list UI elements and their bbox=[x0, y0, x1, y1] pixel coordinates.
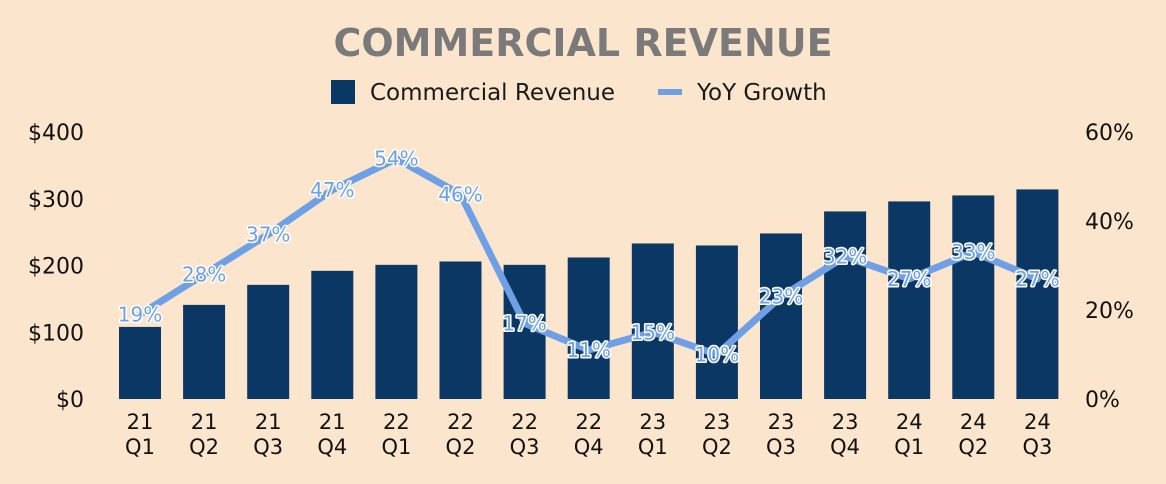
revenue-bars bbox=[119, 189, 1059, 399]
right-tick-label: 40% bbox=[1085, 210, 1134, 235]
revenue-bar bbox=[888, 201, 931, 399]
revenue-bar bbox=[375, 264, 418, 399]
legend-swatch-revenue bbox=[331, 80, 355, 104]
yoy-growth-data-label: 37% bbox=[246, 222, 290, 246]
right-tick-label: 20% bbox=[1085, 299, 1134, 324]
x-tick-label-quarter: Q3 bbox=[510, 435, 540, 459]
revenue-bar bbox=[247, 284, 290, 399]
right-tick-label: 60% bbox=[1085, 121, 1134, 146]
x-tick-label-quarter: Q3 bbox=[766, 435, 796, 459]
left-axis: $0 $100 $200 $300 $400 bbox=[28, 121, 84, 413]
yoy-growth-data-label: 33% bbox=[951, 240, 995, 264]
x-tick-label-quarter: Q4 bbox=[574, 435, 604, 459]
x-tick-label-year: 21 bbox=[127, 410, 154, 434]
yoy-growth-data-label: 46% bbox=[438, 182, 482, 206]
yoy-growth-data-label: 15% bbox=[631, 320, 675, 344]
yoy-growth-series-line bbox=[136, 155, 1041, 358]
x-tick-label-quarter: Q2 bbox=[702, 435, 732, 459]
x-tick-label-year: 23 bbox=[704, 410, 731, 434]
revenue-bar bbox=[631, 243, 674, 399]
revenue-bar bbox=[567, 257, 610, 399]
revenue-bar bbox=[183, 304, 226, 399]
legend-label-yoy-growth: YoY Growth bbox=[696, 80, 827, 106]
x-tick-label-quarter: Q1 bbox=[381, 435, 411, 459]
x-tick-label-quarter: Q1 bbox=[894, 435, 924, 459]
left-tick-label: $100 bbox=[28, 321, 84, 346]
yoy-growth-data-label: 17% bbox=[502, 311, 546, 335]
yoy-growth-data-label: 28% bbox=[182, 262, 226, 286]
x-tick-label-quarter: Q4 bbox=[830, 435, 860, 459]
yoy-growth-data-label: 32% bbox=[823, 245, 867, 269]
revenue-bar bbox=[695, 245, 738, 399]
x-tick-label-year: 24 bbox=[896, 410, 923, 434]
yoy-growth-data-label: 19% bbox=[118, 302, 162, 326]
x-tick-label-year: 24 bbox=[1024, 410, 1051, 434]
revenue-bar bbox=[119, 326, 161, 399]
x-tick-label-year: 21 bbox=[255, 410, 282, 434]
right-axis: 0% 20% 40% 60% bbox=[1085, 121, 1134, 413]
x-tick-label-quarter: Q2 bbox=[189, 435, 219, 459]
yoy-growth-data-label: 27% bbox=[887, 267, 931, 291]
yoy-growth-line bbox=[136, 155, 1041, 358]
chart-legend: Commercial Revenue YoY Growth bbox=[331, 80, 827, 106]
x-tick-label-year: 22 bbox=[447, 410, 474, 434]
x-tick-label-year: 24 bbox=[960, 410, 987, 434]
x-tick-label-year: 23 bbox=[832, 410, 859, 434]
left-tick-label: $400 bbox=[28, 121, 84, 146]
yoy-growth-data-label: 10% bbox=[695, 343, 739, 367]
x-tick-label-year: 22 bbox=[511, 410, 538, 434]
x-tick-label-quarter: Q1 bbox=[638, 435, 668, 459]
revenue-bar bbox=[952, 195, 995, 399]
left-tick-label: $300 bbox=[28, 188, 84, 213]
revenue-bar bbox=[439, 261, 482, 399]
x-tick-label-year: 21 bbox=[191, 410, 218, 434]
revenue-bar bbox=[311, 270, 354, 399]
x-tick-label-quarter: Q2 bbox=[446, 435, 476, 459]
x-tick-label-year: 23 bbox=[639, 410, 666, 434]
yoy-growth-data-label: 27% bbox=[1015, 267, 1059, 291]
x-tick-label-year: 21 bbox=[319, 410, 346, 434]
yoy-growth-data-label: 54% bbox=[374, 147, 418, 171]
x-axis: 21Q121Q221Q321Q422Q122Q222Q322Q423Q123Q2… bbox=[125, 410, 1052, 459]
left-tick-label: $200 bbox=[28, 255, 84, 280]
x-tick-label-quarter: Q1 bbox=[125, 435, 155, 459]
legend-swatch-yoy-growth bbox=[658, 89, 682, 95]
x-tick-label-quarter: Q4 bbox=[317, 435, 347, 459]
left-tick-label: $0 bbox=[56, 388, 84, 413]
x-tick-label-quarter: Q3 bbox=[1022, 435, 1052, 459]
x-tick-label-year: 22 bbox=[383, 410, 410, 434]
yoy-growth-data-label: 11% bbox=[566, 338, 610, 362]
chart-title: COMMERCIAL REVENUE bbox=[333, 21, 832, 65]
revenue-bar bbox=[760, 233, 802, 399]
x-tick-label-year: 22 bbox=[575, 410, 602, 434]
yoy-growth-data-label: 47% bbox=[310, 178, 354, 202]
yoy-growth-data-label: 23% bbox=[759, 285, 803, 309]
revenue-bar bbox=[824, 211, 867, 399]
x-tick-label-year: 23 bbox=[768, 410, 795, 434]
revenue-bar bbox=[1016, 189, 1059, 399]
x-tick-label-quarter: Q2 bbox=[958, 435, 988, 459]
legend-label-revenue: Commercial Revenue bbox=[370, 80, 615, 106]
x-tick-label-quarter: Q3 bbox=[253, 435, 283, 459]
right-tick-label: 0% bbox=[1085, 388, 1120, 413]
yoy-growth-labels: 19% 28% 37% 47% 54% 46% 17% 11% 15% 10% 23% 32% 27% 3… bbox=[116, 145, 1061, 368]
